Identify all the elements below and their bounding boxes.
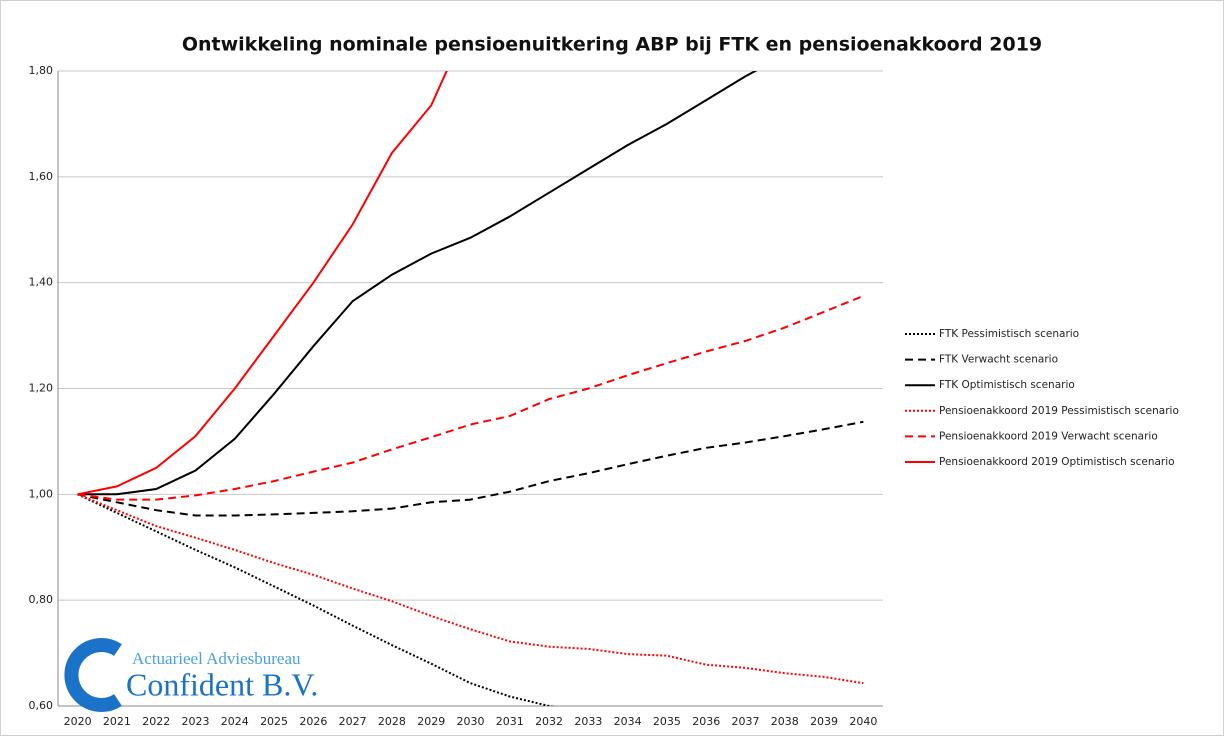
series-line <box>77 71 758 496</box>
x-tick-label: 2038 <box>771 715 799 728</box>
x-tick-label: 2022 <box>142 715 170 728</box>
y-tick-label: 1,20 <box>29 382 54 395</box>
x-tick-label: 2021 <box>103 715 131 728</box>
logo-line2: Confident B.V. <box>126 666 318 702</box>
x-tick-label: 2024 <box>221 715 249 728</box>
legend-label: Pensioenakkoord 2019 Verwacht scenario <box>939 430 1158 442</box>
x-tick-label: 2025 <box>260 715 288 728</box>
x-tick-label: 2026 <box>299 715 327 728</box>
x-tick-label: 2020 <box>64 715 92 728</box>
x-tick-label: 2023 <box>182 715 210 728</box>
x-tick-label: 2033 <box>574 715 602 728</box>
legend-label: Pensioenakkoord 2019 Pessimistisch scena… <box>939 405 1179 417</box>
x-tick-label: 2035 <box>653 715 681 728</box>
x-tick-label: 2037 <box>732 715 760 728</box>
y-tick-label: 1,60 <box>29 170 54 183</box>
logo-line1: Actuarieel Adviesbureau <box>132 649 301 668</box>
y-tick-label: 1,40 <box>29 276 54 289</box>
x-tick-label: 2028 <box>378 715 406 728</box>
y-tick-label: 1,80 <box>29 64 54 77</box>
y-tick-label: 1,00 <box>29 487 54 500</box>
x-tick-label: 2040 <box>849 715 877 728</box>
x-tick-label: 2030 <box>457 715 485 728</box>
x-tick-label: 2036 <box>692 715 720 728</box>
x-tick-label: 2027 <box>339 715 367 728</box>
logo: Actuarieel Adviesbureau Confident B.V. <box>64 638 318 712</box>
x-tick-label: 2029 <box>417 715 445 728</box>
legend-label: FTK Pessimistisch scenario <box>939 328 1079 340</box>
chart-title: Ontwikkeling nominale pensioenuitkering … <box>182 34 1042 56</box>
x-tick-label: 2031 <box>496 715 524 728</box>
series-line <box>77 420 864 517</box>
series-line <box>77 71 448 496</box>
y-tick-label: 0,80 <box>29 593 54 606</box>
series-line <box>77 294 864 501</box>
legend-label: FTK Optimistisch scenario <box>939 379 1075 391</box>
series-line <box>77 493 864 685</box>
x-tick-label: 2039 <box>810 715 838 728</box>
x-tick-label: 2032 <box>535 715 563 728</box>
logo-mark <box>64 638 122 712</box>
x-tick-label: 2034 <box>614 715 642 728</box>
legend-label: FTK Verwacht scenario <box>939 354 1058 366</box>
legend-label: Pensioenakkoord 2019 Optimistisch scenar… <box>939 456 1175 468</box>
y-tick-label: 0,60 <box>29 699 54 712</box>
